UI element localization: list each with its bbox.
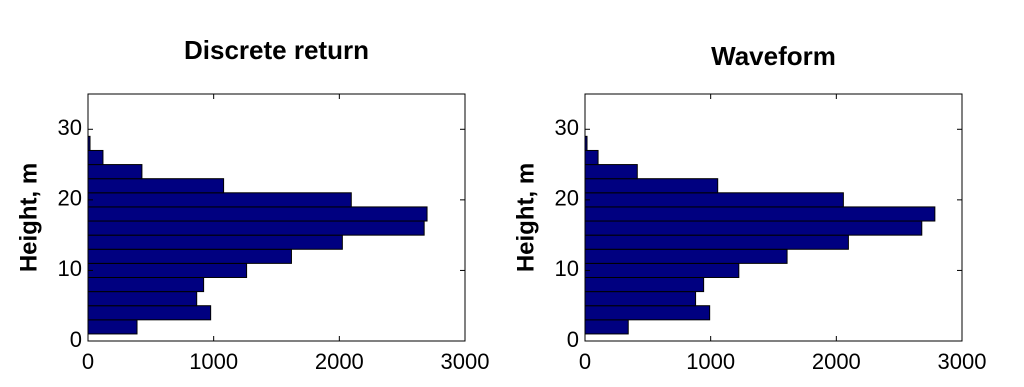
y-tick-label: 0 — [70, 327, 82, 352]
bar — [87, 149, 104, 166]
bar — [87, 319, 138, 335]
x-tick-label: 1000 — [686, 349, 735, 374]
x-tick-label: 3000 — [441, 349, 490, 374]
bar — [584, 220, 923, 236]
bar — [584, 291, 697, 307]
y-axis-label: Height, m — [512, 163, 539, 272]
y-tick-label: 30 — [58, 115, 82, 140]
bar — [584, 319, 629, 335]
y-tick-label: 30 — [555, 115, 579, 140]
x-tick-label: 1000 — [189, 349, 238, 374]
y-tick-label: 10 — [555, 256, 579, 281]
x-tick-label: 3000 — [938, 349, 987, 374]
plot-frame — [584, 93, 963, 342]
bar — [87, 206, 428, 222]
bar — [87, 262, 248, 278]
bar — [584, 206, 936, 222]
y-axis-label: Height, m — [15, 163, 42, 272]
bar — [87, 305, 212, 321]
bar — [584, 305, 711, 321]
bar — [87, 234, 343, 250]
plot-frame — [87, 93, 466, 342]
bar — [584, 276, 705, 293]
bar — [87, 178, 225, 194]
bar — [87, 164, 143, 180]
x-tick-label: 0 — [579, 349, 591, 374]
x-tick-label: 0 — [82, 349, 94, 374]
bar — [87, 248, 292, 264]
bar — [87, 192, 352, 208]
y-tick-label: 10 — [58, 256, 82, 281]
y-tick-label: 20 — [58, 186, 82, 211]
bar — [87, 220, 425, 236]
bar — [584, 248, 788, 264]
x-tick-label: 2000 — [315, 349, 364, 374]
bar — [584, 149, 599, 166]
bar — [584, 262, 740, 278]
bar — [584, 192, 844, 208]
x-tick-label: 2000 — [812, 349, 861, 374]
bar — [87, 291, 198, 307]
chart-title: Waveform — [711, 41, 836, 71]
bar — [584, 234, 849, 250]
y-tick-label: 0 — [567, 327, 579, 352]
bar — [584, 178, 719, 194]
bar — [87, 276, 205, 293]
y-tick-label: 20 — [555, 186, 579, 211]
bar — [584, 164, 638, 180]
chart-title: Discrete return — [184, 35, 369, 65]
